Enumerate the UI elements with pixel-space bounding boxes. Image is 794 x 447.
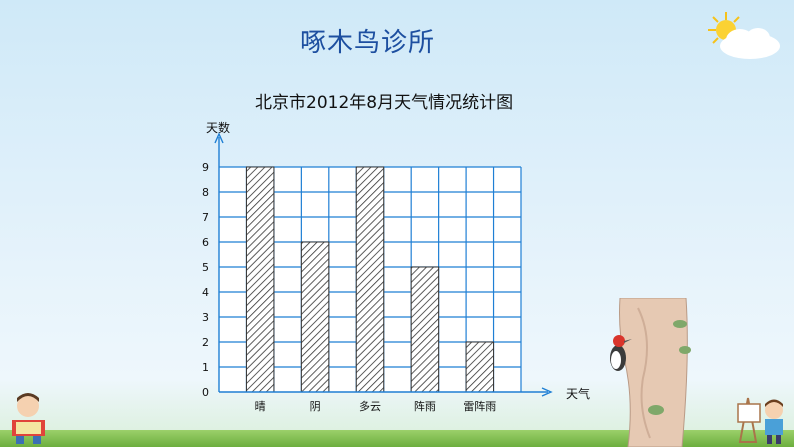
y-tick-label: 4: [202, 286, 209, 299]
bar-1: [245, 166, 275, 393]
grass-ground: [0, 430, 794, 447]
x-axis-arrow-icon: [541, 387, 553, 397]
woodpecker-icon: [610, 335, 632, 371]
x-tick-label: 多云: [359, 399, 381, 413]
x-tick-label: 雷阵雨: [463, 399, 496, 413]
chart-title: 北京市2012年8月天气情况统计图: [255, 93, 514, 113]
woodpecker-tree-illustration: [610, 298, 691, 447]
bars: [245, 166, 495, 393]
axes: [214, 132, 553, 397]
y-tick-label: 7: [202, 211, 209, 224]
x-tick-label: 阵雨: [414, 399, 436, 413]
painting-kid-illustration: [737, 397, 783, 444]
bar-3: [355, 166, 385, 393]
x-axis-label: 天气: [566, 387, 591, 401]
y-tick-label: 0: [202, 386, 209, 399]
reading-kid-illustration: [12, 393, 45, 444]
bar-5: [465, 341, 495, 393]
y-tick-label: 5: [202, 261, 209, 274]
y-axis-arrow-icon: [214, 132, 224, 144]
bar-2: [300, 241, 330, 393]
y-tick-label: 2: [202, 336, 209, 349]
x-tick-label: 晴: [255, 400, 266, 413]
x-tick-label: 阴: [310, 400, 321, 413]
tick-labels: 晴 阴 多云 阵雨 雷阵雨 0 1 2 3 4 5 6 7 8 9: [202, 161, 496, 413]
page-title: 啄木鸟诊所: [300, 28, 436, 58]
y-axis-label: 天数: [206, 121, 231, 135]
y-tick-label: 1: [202, 361, 209, 374]
y-tick-label: 6: [202, 236, 209, 249]
y-tick-label: 3: [202, 311, 209, 324]
bar-4: [410, 266, 440, 393]
y-tick-label: 8: [202, 186, 209, 199]
y-tick-label: 9: [202, 161, 209, 174]
sun-cloud-icon: [708, 12, 780, 59]
